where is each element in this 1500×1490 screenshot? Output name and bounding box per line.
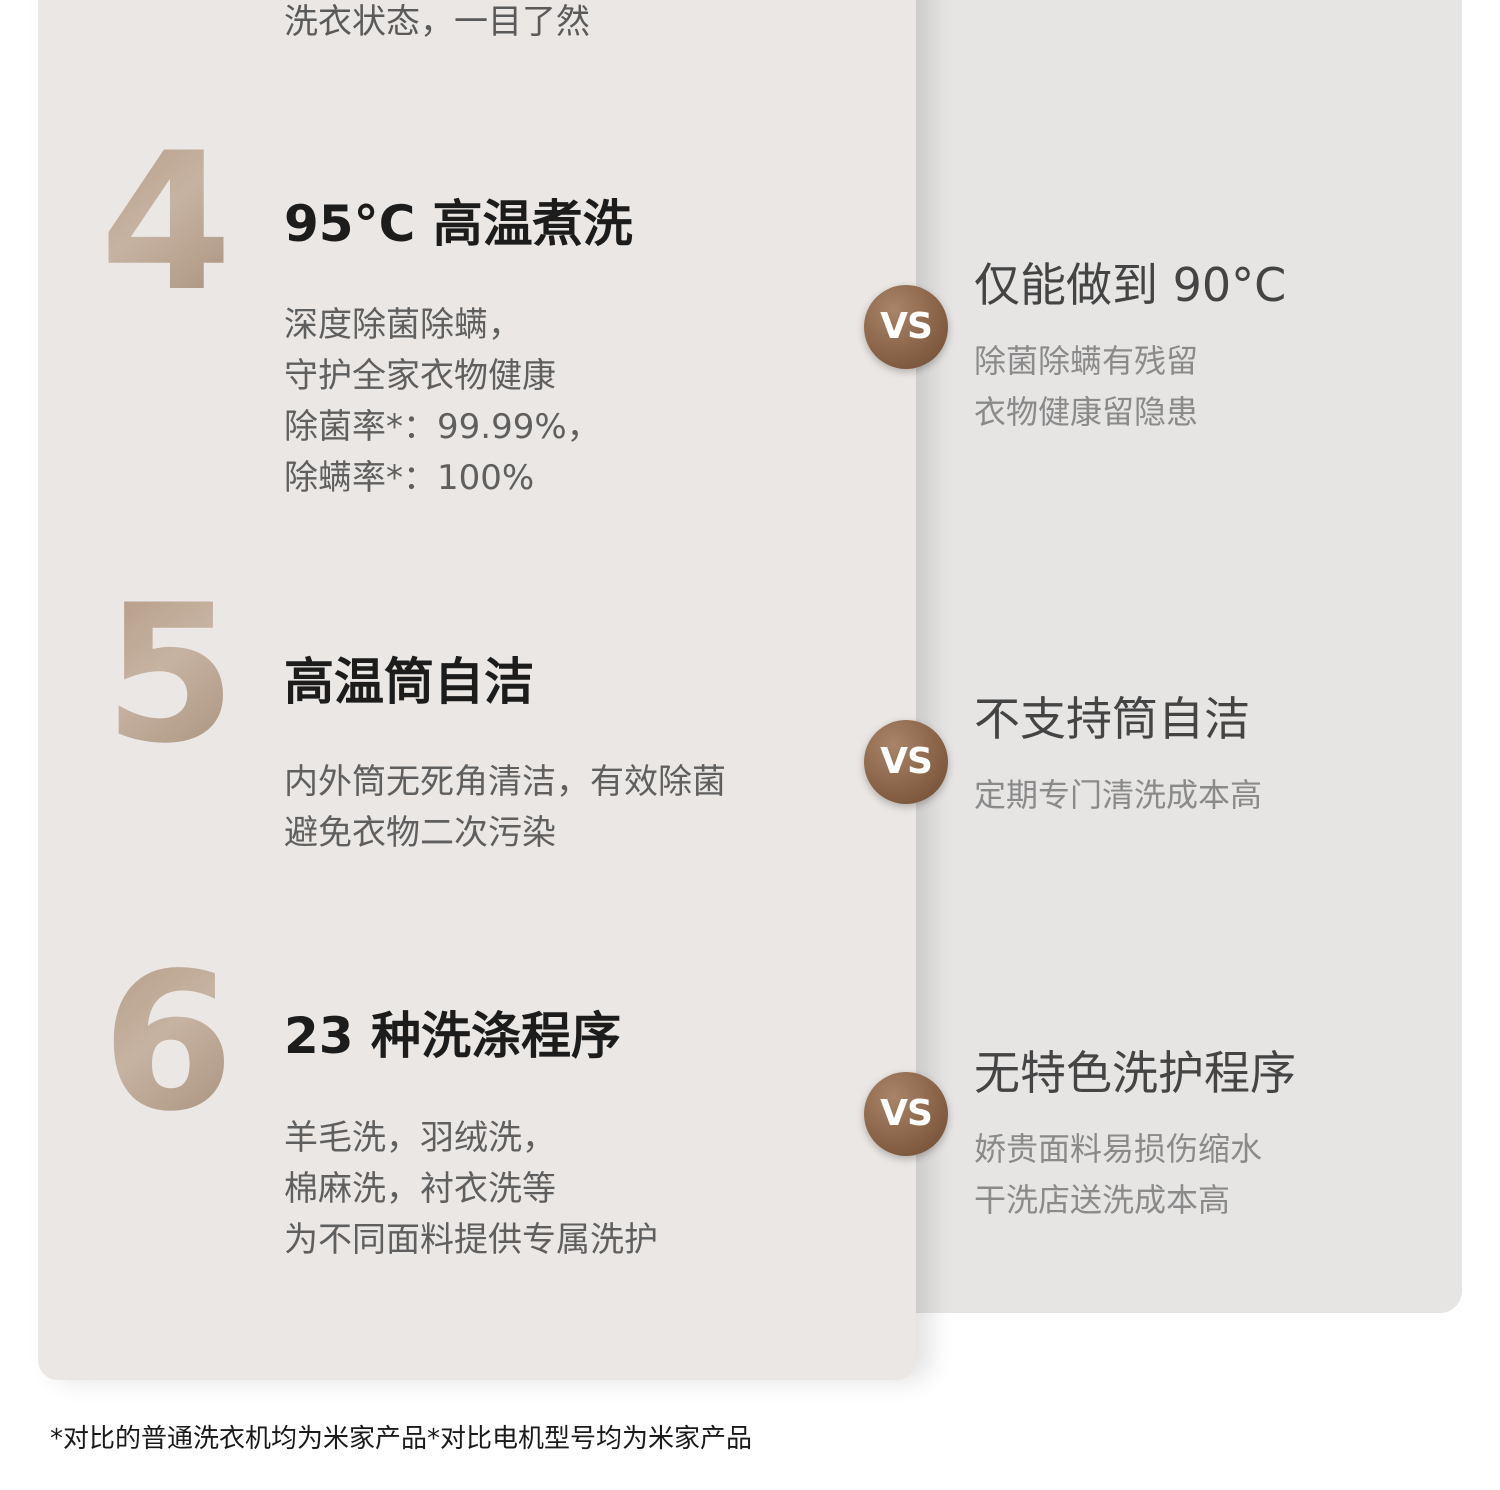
feature-desc-line: 棉麻洗，衬衣洗等 bbox=[284, 1169, 556, 1209]
compare-title: 无特色洗护程序 bbox=[974, 1046, 1296, 1100]
status-text: 洗衣状态，一目了然 bbox=[284, 2, 590, 42]
compare-desc-line: 娇贵面料易损伤缩水 bbox=[974, 1130, 1263, 1168]
competitor-panel bbox=[880, 0, 1462, 1313]
compare-desc-line: 定期专门清洗成本高 bbox=[974, 776, 1263, 814]
compare-desc-line: 干洗店送洗成本高 bbox=[974, 1181, 1231, 1219]
compare-description: 除菌除螨有残留 衣物健康留隐患 bbox=[974, 336, 1198, 438]
product-panel bbox=[38, 0, 916, 1380]
feature-desc-line: 守护全家衣物健康 bbox=[284, 356, 556, 396]
vs-badge: VS bbox=[864, 285, 948, 369]
feature-desc-line: 为不同面料提供专属洗护 bbox=[284, 1220, 658, 1260]
feature-title: 23 种洗涤程序 bbox=[284, 1007, 621, 1065]
feature-desc-line: 深度除菌除螨， bbox=[284, 305, 522, 345]
compare-description: 娇贵面料易损伤缩水 干洗店送洗成本高 bbox=[974, 1124, 1262, 1226]
feature-desc-line: 避免衣物二次污染 bbox=[284, 813, 556, 853]
feature-description: 羊毛洗，羽绒洗， 棉麻洗，衬衣洗等 为不同面料提供专属洗护 bbox=[284, 1113, 658, 1266]
compare-title: 不支持筒自洁 bbox=[974, 692, 1250, 746]
feature-title: 高温筒自洁 bbox=[284, 653, 534, 711]
feature-desc-line: 内外筒无死角清洁，有效除菌 bbox=[284, 762, 726, 802]
feature-description: 内外筒无死角清洁，有效除菌 避免衣物二次污染 bbox=[284, 757, 726, 859]
compare-title: 仅能做到 90°C bbox=[974, 258, 1287, 312]
compare-desc-line: 除菌除螨有残留 bbox=[974, 342, 1199, 380]
feature-desc-line: 除螨率*：100% bbox=[284, 458, 535, 498]
footnote: *对比的普通洗衣机均为米家产品*对比电机型号均为米家产品 bbox=[50, 1424, 753, 1454]
vs-badge: VS bbox=[864, 720, 948, 804]
feature-description: 深度除菌除螨， 守护全家衣物健康 除菌率*：99.99%， 除螨率*：100% bbox=[284, 300, 601, 504]
feature-title: 95°C 高温煮洗 bbox=[284, 195, 633, 253]
feature-desc-line: 羊毛洗，羽绒洗， bbox=[284, 1118, 556, 1158]
compare-desc-line: 衣物健康留隐患 bbox=[974, 393, 1199, 431]
compare-description: 定期专门清洗成本高 bbox=[974, 770, 1262, 821]
feature-number: 4 bbox=[100, 112, 233, 333]
vs-badge: VS bbox=[864, 1072, 948, 1156]
feature-number: 6 bbox=[102, 932, 235, 1153]
feature-desc-line: 除菌率*：99.99%， bbox=[284, 407, 601, 447]
feature-number: 5 bbox=[104, 564, 237, 785]
